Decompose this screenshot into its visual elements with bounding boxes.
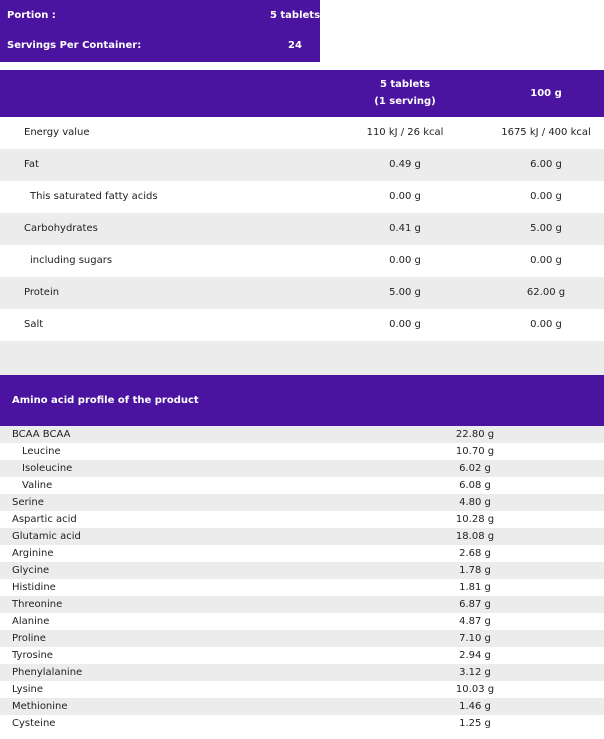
amino-label: Valine: [22, 480, 53, 491]
amino-row: Proline 7.10 g: [0, 630, 604, 647]
amino-value: 4.80 g: [459, 497, 491, 508]
serving-value: 0.41 g: [389, 223, 421, 234]
nutrient-label: including sugars: [30, 255, 113, 266]
nutrient-label: Salt: [24, 319, 44, 330]
nutrition-row: Energy value 110 kJ / 26 kcal 1675 kJ / 40…: [0, 117, 604, 149]
amino-value: 3.12 g: [459, 667, 491, 678]
amino-row: Methionine 1.46 g: [0, 698, 604, 715]
amino-value: 22.80 g: [455, 429, 495, 440]
amino-value: 6.87 g: [459, 599, 491, 610]
amino-label: Aspartic acid: [12, 514, 77, 525]
amino-title: Amino acid profile of the product: [12, 395, 199, 406]
per100-value: 0.00 g: [530, 191, 562, 202]
amino-row: Phenylalanine 3.12 g: [0, 664, 604, 681]
amino-row: Glycine 1.78 g: [0, 562, 604, 579]
amino-row: BCAA BCAA 22.80 g: [0, 426, 604, 443]
amino-row: Aspartic acid 10.28 g: [0, 511, 604, 528]
amino-value: 1.81 g: [459, 582, 491, 593]
amino-label: Phenylalanine: [12, 667, 83, 678]
portion-row: Portion : 5 tablets: [7, 6, 320, 26]
serving-header-line1: 5 tablets: [379, 79, 431, 90]
nutrition-row: Fat 0.49 g 6.00 g: [0, 149, 604, 181]
amino-row: Valine 6.08 g: [0, 477, 604, 494]
serving-value: 0.49 g: [389, 159, 421, 170]
amino-value: 7.10 g: [459, 633, 491, 644]
amino-value: 2.68 g: [459, 548, 491, 559]
amino-row: Serine 4.80 g: [0, 494, 604, 511]
amino-label: Tyrosine: [12, 650, 53, 661]
nutrient-label: Protein: [24, 287, 60, 298]
nutrition-table-header: 5 tablets (1 serving) 100 g: [0, 70, 604, 117]
portion-value: 5 tablets: [269, 10, 321, 21]
amino-label: BCAA BCAA: [12, 429, 71, 440]
servings-label: Servings Per Container:: [7, 40, 142, 51]
amino-table-header: Amino acid profile of the product: [0, 375, 604, 426]
serving-info-box: Portion : 5 tablets Servings Per Contain…: [0, 0, 320, 62]
per100-value: 5.00 g: [530, 223, 562, 234]
amino-value: 1.46 g: [459, 701, 491, 712]
nutrient-label: Fat: [24, 159, 39, 170]
serving-value: 0.00 g: [389, 319, 421, 330]
servings-value: 24: [288, 40, 302, 51]
amino-value: 2.94 g: [459, 650, 491, 661]
servings-row: Servings Per Container: 24: [7, 36, 320, 56]
per100-value: 1675 kJ / 400 kcal: [501, 127, 591, 138]
amino-row: Histidine 1.81 g: [0, 579, 604, 596]
nutrition-row: This saturated fatty acids 0.00 g 0.00 g: [0, 181, 604, 213]
amino-label: Serine: [12, 497, 44, 508]
amino-row: Threonine 6.87 g: [0, 596, 604, 613]
nutrition-row: Salt 0.00 g 0.00 g: [0, 309, 604, 341]
amino-label: Methionine: [12, 701, 68, 712]
amino-row: Lysine 10.03 g: [0, 681, 604, 698]
amino-label: Alanine: [12, 616, 50, 627]
amino-label: Glycine: [12, 565, 50, 576]
amino-value: 18.08 g: [455, 531, 495, 542]
per100-value: 6.00 g: [530, 159, 562, 170]
amino-row: Arginine 2.68 g: [0, 545, 604, 562]
amino-value: 4.87 g: [459, 616, 491, 627]
amino-row: Cysteine 1.25 g: [0, 715, 604, 732]
amino-label: Histidine: [12, 582, 56, 593]
amino-value: 6.08 g: [459, 480, 491, 491]
per100-value: 62.00 g: [526, 287, 566, 298]
nutrient-label: Energy value: [24, 127, 90, 138]
nutrition-row: Protein 5.00 g 62.00 g: [0, 277, 604, 309]
spacer-row: [0, 341, 604, 375]
nutrition-row: Carbohydrates 0.41 g 5.00 g: [0, 213, 604, 245]
amino-label: Leucine: [22, 446, 61, 457]
amino-row: Alanine 4.87 g: [0, 613, 604, 630]
amino-label: Arginine: [12, 548, 54, 559]
amino-value: 1.25 g: [459, 718, 491, 729]
per100-value: 0.00 g: [530, 255, 562, 266]
amino-value: 10.70 g: [455, 446, 495, 457]
serving-value: 110 kJ / 26 kcal: [366, 127, 444, 138]
serving-value: 0.00 g: [389, 191, 421, 202]
portion-label: Portion :: [7, 10, 56, 21]
serving-value: 5.00 g: [389, 287, 421, 298]
serving-value: 0.00 g: [389, 255, 421, 266]
amino-value: 10.28 g: [455, 514, 495, 525]
serving-column-header: 5 tablets (1 serving): [355, 76, 455, 110]
amino-label: Lysine: [12, 684, 44, 695]
amino-value: 10.03 g: [455, 684, 495, 695]
amino-label: Cysteine: [12, 718, 56, 729]
nutrition-row: including sugars 0.00 g 0.00 g: [0, 245, 604, 277]
nutrient-label: Carbohydrates: [24, 223, 98, 234]
nutrient-label: This saturated fatty acids: [30, 191, 158, 202]
per100-value: 0.00 g: [530, 319, 562, 330]
serving-header-line2: (1 serving): [374, 96, 436, 107]
amino-label: Glutamic acid: [12, 531, 81, 542]
amino-row: Glutamic acid 18.08 g: [0, 528, 604, 545]
amino-value: 1.78 g: [459, 565, 491, 576]
amino-row: Leucine 10.70 g: [0, 443, 604, 460]
amino-value: 6.02 g: [459, 463, 491, 474]
amino-row: Isoleucine 6.02 g: [0, 460, 604, 477]
per100-column-header: 100 g: [530, 88, 562, 99]
amino-label: Threonine: [12, 599, 63, 610]
amino-label: Proline: [12, 633, 46, 644]
amino-label: Isoleucine: [22, 463, 73, 474]
amino-row: Tyrosine 2.94 g: [0, 647, 604, 664]
